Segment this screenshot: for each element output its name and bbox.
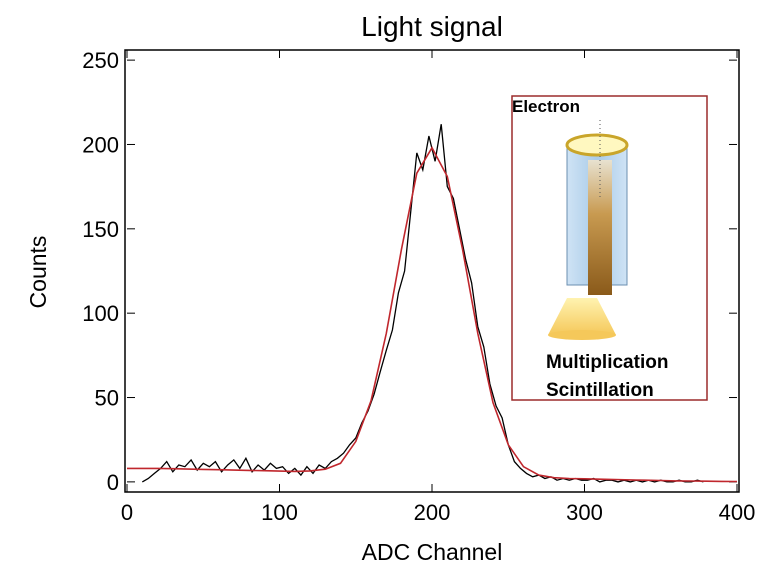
plot-frame bbox=[124, 49, 740, 493]
light-cone-base bbox=[548, 330, 616, 340]
y-tick-label: 0 bbox=[107, 470, 119, 495]
inset-label: Electron bbox=[512, 97, 580, 116]
x-tick-label: 100 bbox=[261, 500, 298, 525]
y-tick-label: 200 bbox=[82, 132, 119, 157]
tube-top bbox=[565, 133, 629, 157]
inset-label: Multiplication bbox=[546, 352, 668, 373]
x-tick-label: 300 bbox=[566, 500, 603, 525]
x-tick-label: 0 bbox=[121, 500, 133, 525]
y-tick-label: 150 bbox=[82, 217, 119, 242]
light-cone bbox=[548, 298, 616, 335]
y-axis-label: Counts bbox=[25, 236, 51, 309]
x-tick-label: 200 bbox=[414, 500, 451, 525]
x-tick-label: 400 bbox=[719, 500, 756, 525]
inset-frame bbox=[511, 95, 708, 401]
inset: Electron Multiplication Scintillation bbox=[511, 95, 708, 401]
tube-core bbox=[588, 160, 612, 295]
data-line bbox=[127, 146, 738, 483]
x-axis-label: ADC Channel bbox=[362, 539, 503, 565]
inset-label: Scintillation bbox=[546, 380, 654, 401]
y-tick-label: 100 bbox=[82, 301, 119, 326]
chart-title: Light signal bbox=[361, 11, 503, 42]
y-tick-label: 50 bbox=[95, 386, 119, 411]
plot-area: 0 50 100 150 200 250 0 100 200 300 400 bbox=[82, 48, 755, 525]
y-tick-label: 250 bbox=[82, 48, 119, 73]
